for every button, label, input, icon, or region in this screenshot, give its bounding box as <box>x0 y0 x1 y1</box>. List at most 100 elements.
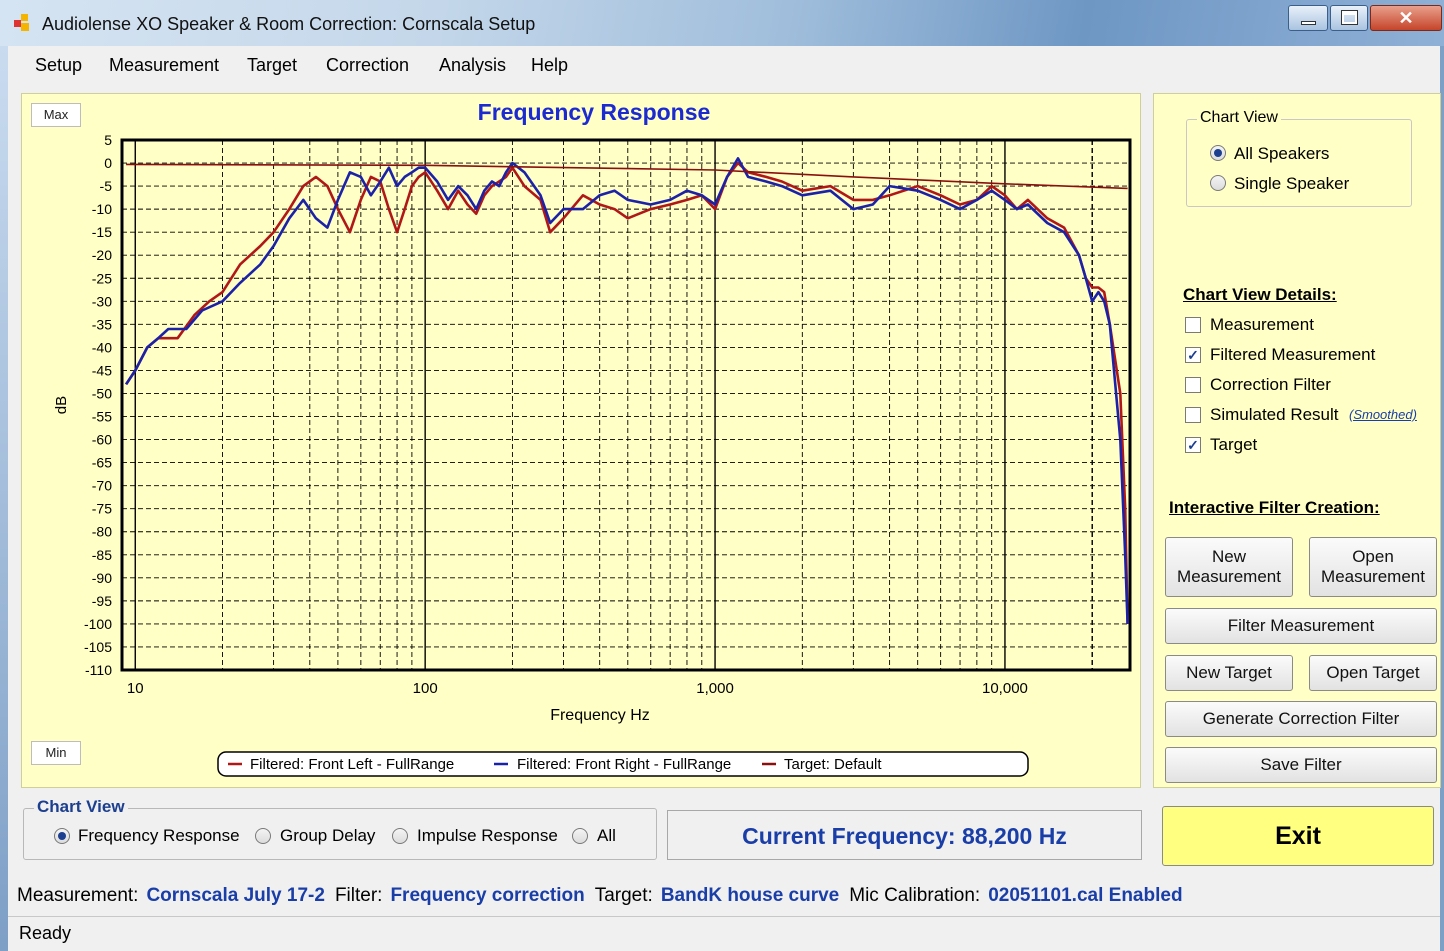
radio-single-speaker[interactable] <box>1210 175 1226 191</box>
y-tick-label: -40 <box>92 339 112 355</box>
x-tick-label: 1,000 <box>696 680 734 697</box>
y-tick-label: -55 <box>92 409 112 425</box>
measurement-info-label: Measurement: <box>17 885 139 906</box>
maximize-button[interactable] <box>1330 5 1368 31</box>
target-info-value: BandK house curve <box>660 885 840 906</box>
maximize-icon <box>1341 10 1358 25</box>
y-axis-label: dB <box>53 396 70 414</box>
close-button[interactable]: ✕ <box>1370 5 1442 31</box>
y-tick-label: -25 <box>92 270 112 286</box>
chart-view-details-heading: Chart View Details: <box>1183 285 1337 304</box>
radio-all-speakers-label: All Speakers <box>1234 144 1330 163</box>
y-tick-label: -35 <box>92 316 112 332</box>
plot-area <box>120 138 1132 672</box>
legend-label: Target: Default <box>784 756 882 773</box>
legend-box <box>217 751 1029 777</box>
radio-all[interactable] <box>572 828 588 844</box>
y-tick-label: -45 <box>92 362 112 378</box>
new-target-button[interactable]: New Target <box>1165 655 1293 691</box>
y-tick-label: 5 <box>104 132 112 148</box>
filter-measurement-button[interactable]: Filter Measurement <box>1165 608 1437 644</box>
x-tick-label: 10,000 <box>982 680 1028 697</box>
radio-impulse-response[interactable] <box>392 828 408 844</box>
radio-frequency-response[interactable] <box>54 828 70 844</box>
checkbox-filtered-measurement[interactable]: ✓ <box>1185 347 1201 363</box>
y-tick-label: -70 <box>92 478 112 494</box>
y-tick-label: 0 <box>104 155 112 171</box>
y-tick-label: -85 <box>92 547 112 563</box>
chart-view-group-title: Chart View <box>1197 109 1281 127</box>
y-tick-label: -10 <box>92 201 112 217</box>
save-filter-button[interactable]: Save Filter <box>1165 747 1437 783</box>
status-bar: Ready <box>8 916 1440 948</box>
mic-calibration-value: 02051101.cal Enabled <box>988 885 1183 906</box>
checkbox-simulated-result[interactable] <box>1185 407 1201 423</box>
title-bar[interactable]: Audiolense XO Speaker & Room Correction:… <box>0 0 1444 46</box>
checkbox-target[interactable]: ✓ <box>1185 437 1201 453</box>
target-info-label: Target: <box>594 885 653 906</box>
filter-info-label: Filter: <box>334 885 383 906</box>
info-bar: Measurement: Cornscala July 17-2 Filter: Fr… <box>17 878 1437 914</box>
bottom-chart-view-group: Chart View Frequency Response Group Dela… <box>23 797 657 860</box>
y-tick-label: -20 <box>92 247 112 263</box>
frequency-response-chart[interactable]: 5 0 -5 -10 -15 -20 -25 -30 -35 -40 -45 -50 -55 -60 -65… <box>22 94 1142 789</box>
min-button[interactable]: Min <box>31 741 81 765</box>
window-right-border <box>1440 46 1444 951</box>
open-measurement-button[interactable]: Open Measurement <box>1309 537 1437 597</box>
radio-all-label: All <box>597 826 616 845</box>
checkbox-correction-filter[interactable] <box>1185 377 1201 393</box>
new-measurement-line2: Measurement <box>1177 567 1281 586</box>
menu-setup[interactable]: Setup <box>35 55 83 75</box>
y-tick-label: -80 <box>92 524 112 540</box>
new-measurement-line1: New <box>1211 547 1246 566</box>
y-tick-label: -5 <box>100 178 113 194</box>
check-icon: ✓ <box>1187 437 1199 453</box>
open-measurement-line1: Open <box>1352 547 1394 566</box>
bottom-chart-view-title: Chart View <box>34 797 128 817</box>
menu-correction[interactable]: Correction <box>326 55 410 75</box>
right-control-panel: Chart View All Speakers Single Speaker C… <box>1153 93 1441 788</box>
x-tick-label: 100 <box>413 680 438 697</box>
y-tick-label: -75 <box>92 501 112 517</box>
menu-help[interactable]: Help <box>531 55 569 75</box>
filter-info-value: Frequency correction <box>390 885 585 906</box>
radio-single-speaker-label: Single Speaker <box>1234 174 1350 193</box>
generate-correction-filter-button[interactable]: Generate Correction Filter <box>1165 701 1437 737</box>
minimize-button[interactable] <box>1288 5 1328 31</box>
radio-frequency-response-label: Frequency Response <box>78 826 240 845</box>
checkbox-simulated-result-label: Simulated Result <box>1210 405 1339 424</box>
menu-measurement[interactable]: Measurement <box>109 55 220 75</box>
y-tick-label: -30 <box>92 293 112 309</box>
measurement-info-value: Cornscala July 17-2 <box>146 885 325 906</box>
x-axis-label: Frequency Hz <box>550 707 650 724</box>
radio-impulse-response-label: Impulse Response <box>417 826 558 845</box>
y-tick-label: -100 <box>84 616 112 632</box>
chart-panel: 5 0 -5 -10 -15 -20 -25 -30 -35 -40 -45 -50 -55 -60 -65… <box>21 93 1141 788</box>
radio-all-speakers[interactable] <box>1210 145 1226 161</box>
smoothed-link[interactable]: (Smoothed) <box>1349 407 1417 422</box>
open-target-button[interactable]: Open Target <box>1309 655 1437 691</box>
check-icon: ✓ <box>1187 347 1199 363</box>
y-tick-label: -60 <box>92 432 112 448</box>
menu-target[interactable]: Target <box>247 55 298 75</box>
chart-view-group: Chart View All Speakers Single Speaker <box>1186 109 1412 207</box>
exit-button[interactable]: Exit <box>1162 806 1434 866</box>
max-button[interactable]: Max <box>31 103 81 127</box>
close-icon: ✕ <box>1398 8 1414 28</box>
checkbox-measurement-label: Measurement <box>1210 315 1314 334</box>
y-tick-label: -65 <box>92 455 112 471</box>
minimize-icon <box>1301 21 1316 25</box>
checkbox-correction-filter-label: Correction Filter <box>1210 375 1331 394</box>
checkbox-target-label: Target <box>1210 435 1258 454</box>
chart-title: Frequency Response <box>478 99 711 125</box>
window-title: Audiolense XO Speaker & Room Correction:… <box>42 14 536 34</box>
checkbox-measurement[interactable] <box>1185 317 1201 333</box>
menu-analysis[interactable]: Analysis <box>439 55 507 75</box>
y-tick-label: -15 <box>92 224 112 240</box>
radio-group-delay[interactable] <box>255 828 271 844</box>
radio-group-delay-label: Group Delay <box>280 826 376 845</box>
status-text: Ready <box>19 923 72 943</box>
window-left-border <box>0 46 8 951</box>
new-measurement-button[interactable]: New Measurement <box>1165 537 1293 597</box>
interactive-filter-heading: Interactive Filter Creation: <box>1169 498 1380 517</box>
